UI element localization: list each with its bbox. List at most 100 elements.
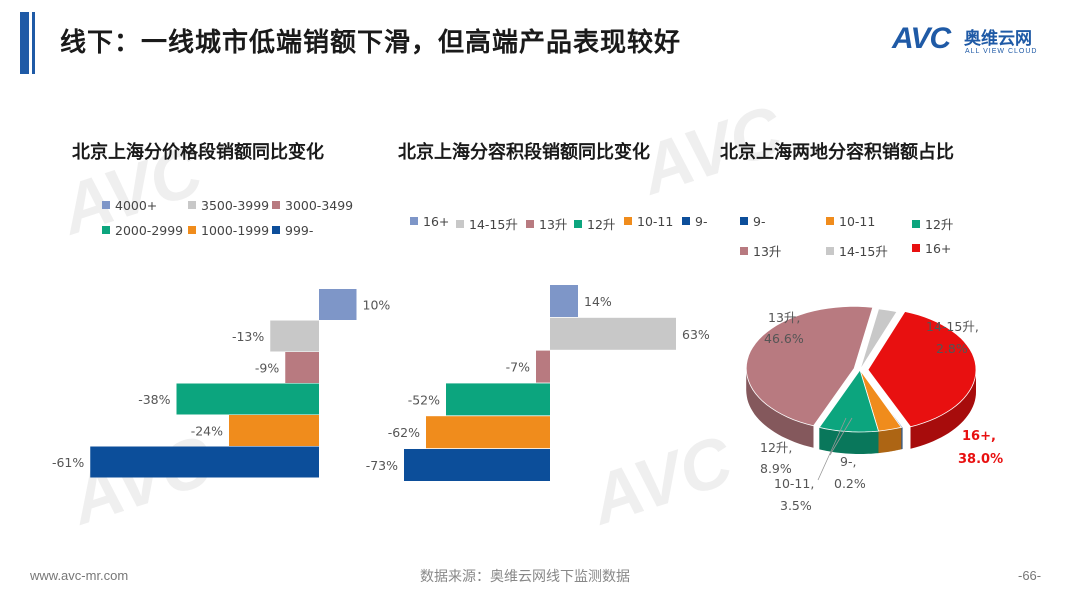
pie-slice-13升 bbox=[745, 306, 874, 427]
legend-swatch bbox=[826, 247, 834, 255]
legend-swatch bbox=[912, 244, 920, 252]
legend-item: 9- bbox=[740, 214, 765, 229]
price-bar-1 bbox=[270, 320, 319, 352]
legend-swatch bbox=[410, 217, 418, 225]
pie-side-9--0 bbox=[901, 427, 903, 450]
legend-item: 3000-3499 bbox=[272, 198, 353, 213]
logo-mark: AVC bbox=[892, 22, 951, 55]
price-bar-0 bbox=[319, 289, 357, 320]
volume-bar-label-2: -7% bbox=[506, 360, 530, 375]
legend-item: 13升 bbox=[526, 214, 567, 233]
pie-side-13升-0 bbox=[746, 368, 814, 448]
legend-swatch bbox=[188, 226, 196, 234]
pie-label-name-4: 14-15升, bbox=[926, 319, 979, 334]
legend-item: 9- bbox=[682, 214, 707, 229]
legend-swatch bbox=[102, 201, 110, 209]
legend-label: 3000-3499 bbox=[285, 198, 354, 213]
pie-leader-line-0 bbox=[817, 417, 847, 481]
legend-item: 10-11 bbox=[624, 214, 673, 229]
chart2-title: 北京上海分容积段销额同比变化 bbox=[398, 142, 650, 163]
legend-label: 14-15升 bbox=[469, 217, 518, 232]
pie-side-10-11-0 bbox=[878, 427, 902, 454]
pie-label-name-2: 12升, bbox=[760, 440, 792, 455]
price-bar-3 bbox=[176, 383, 319, 415]
legend-label: 16+ bbox=[925, 241, 952, 256]
chart3-title: 北京上海两地分容积销额占比 bbox=[720, 142, 954, 163]
price-bar-label-1: -13% bbox=[232, 329, 264, 344]
title-accent-bar-thin bbox=[32, 12, 35, 74]
legend-item: 14-15升 bbox=[456, 214, 518, 233]
legend-swatch bbox=[574, 220, 582, 228]
footer-website: www.avc-mr.com bbox=[30, 568, 129, 583]
price-bar-label-0: 10% bbox=[363, 298, 391, 313]
price-bar-5 bbox=[90, 446, 319, 478]
legend-item: 10-11 bbox=[826, 214, 875, 229]
pie-label-name-3: 13升, bbox=[768, 310, 800, 325]
legend-label: 10-11 bbox=[637, 214, 674, 229]
pie-label-value-2: 8.9% bbox=[760, 461, 792, 476]
legend-label: 13升 bbox=[753, 244, 782, 259]
legend-swatch bbox=[102, 226, 110, 234]
legend-label: 12升 bbox=[587, 217, 616, 232]
legend-swatch bbox=[682, 217, 690, 225]
pie-leader-line-1 bbox=[829, 417, 853, 456]
legend-label: 16+ bbox=[423, 214, 450, 229]
price-bar-label-5: -61% bbox=[52, 455, 84, 470]
legend-swatch bbox=[912, 220, 920, 228]
legend-swatch bbox=[456, 220, 464, 228]
legend-item: 16+ bbox=[410, 214, 449, 229]
legend-label: 3500-3999 bbox=[201, 198, 270, 213]
volume-bar-1 bbox=[550, 317, 676, 350]
volume-bar-5 bbox=[404, 449, 550, 481]
legend-swatch bbox=[826, 217, 834, 225]
avc-logo: AVC 奥维云网 ALL VIEW CLOUD bbox=[892, 22, 1062, 62]
pie-label-value-3: 46.6% bbox=[764, 331, 804, 346]
legend-swatch bbox=[740, 217, 748, 225]
legend-item: 12升 bbox=[912, 214, 953, 233]
pie-label-name-1: 10-11, bbox=[774, 476, 814, 491]
pie-label-value-4: 2.8% bbox=[936, 341, 968, 356]
pie-label-name-5: 16+, bbox=[962, 429, 996, 444]
volume-bar-4 bbox=[426, 416, 550, 449]
legend-label: 2000-2999 bbox=[115, 223, 184, 238]
chart1-title: 北京上海分价格段销额同比变化 bbox=[72, 142, 324, 163]
volume-bar-label-0: 14% bbox=[584, 294, 612, 309]
volume-bar-label-5: -73% bbox=[366, 458, 398, 473]
pie-label-value-5: 38.0% bbox=[958, 452, 1003, 467]
volume-bar-2 bbox=[536, 350, 550, 383]
price-bar-4 bbox=[229, 415, 319, 446]
legend-item: 4000+ bbox=[102, 198, 157, 213]
legend-label: 13升 bbox=[539, 217, 568, 232]
logo-en: ALL VIEW CLOUD bbox=[965, 48, 1038, 55]
legend-label: 1000-1999 bbox=[201, 223, 270, 238]
legend-swatch bbox=[272, 226, 280, 234]
title-accent-bar bbox=[20, 12, 29, 74]
pie-side-16+-0 bbox=[910, 369, 976, 449]
volume-bar-0 bbox=[550, 285, 578, 317]
page-title: 线下：一线城市低端销额下滑，但高端产品表现较好 bbox=[60, 28, 682, 58]
legend-label: 12升 bbox=[925, 217, 954, 232]
legend-swatch bbox=[526, 220, 534, 228]
legend-swatch bbox=[188, 201, 196, 209]
volume-bar-label-3: -52% bbox=[408, 392, 440, 407]
pie-label-value-0: 0.2% bbox=[834, 476, 866, 491]
price-bar-2 bbox=[285, 352, 319, 383]
legend-item: 1000-1999 bbox=[188, 223, 269, 238]
legend-item: 14-15升 bbox=[826, 241, 888, 260]
legend-item: 3500-3999 bbox=[188, 198, 269, 213]
volume-bar-label-4: -62% bbox=[388, 425, 420, 440]
legend-label: 4000+ bbox=[115, 198, 158, 213]
logo-cn: 奥维云网 bbox=[964, 29, 1032, 49]
legend-item: 2000-2999 bbox=[102, 223, 183, 238]
legend-item: 16+ bbox=[912, 241, 951, 256]
price-bar-label-3: -38% bbox=[138, 392, 170, 407]
legend-label: 9- bbox=[695, 214, 708, 229]
pie-slice-12升 bbox=[818, 369, 880, 433]
legend-item: 12升 bbox=[574, 214, 615, 233]
footer-source: 数据来源：奥维云网线下监测数据 bbox=[420, 569, 630, 585]
volume-bar-3 bbox=[446, 383, 550, 416]
volume-bar-label-1: 63% bbox=[682, 327, 710, 342]
legend-swatch bbox=[740, 247, 748, 255]
price-bar-label-4: -24% bbox=[191, 424, 223, 439]
